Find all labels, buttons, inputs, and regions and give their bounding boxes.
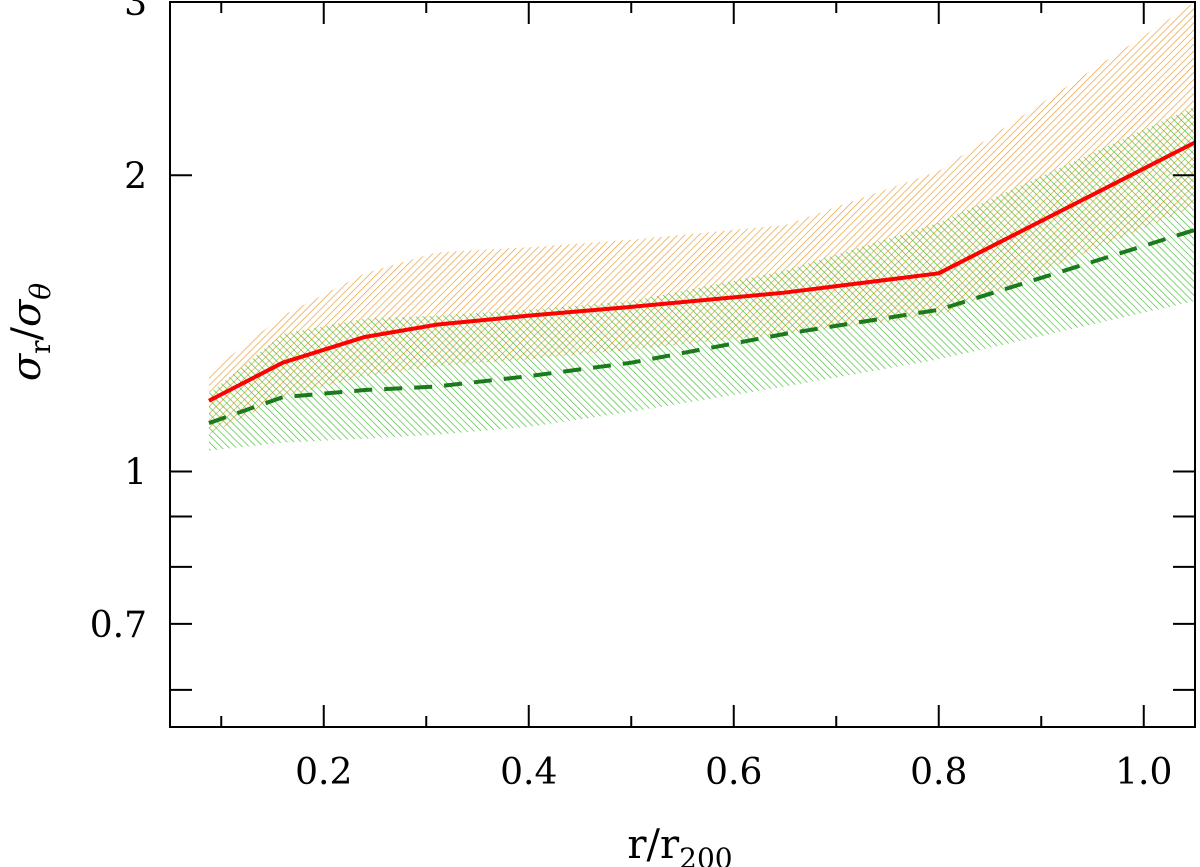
series-lines: [208, 140, 1196, 425]
series-line-2: [208, 228, 1196, 425]
y-tick-label: 3: [124, 0, 147, 24]
y-tick-label: 1: [124, 453, 147, 494]
x-tick-label: 0.2: [295, 752, 352, 793]
x-axis-title: r/r200: [627, 822, 732, 867]
y-axis-title: σr/σθ: [4, 283, 57, 382]
y-tick-label: 2: [124, 156, 147, 197]
axis-tick-labels: 0.2 0.4 0.6 0.8 1.0 0.7 1 2 3: [90, 0, 1173, 793]
x-tick-label: 0.8: [910, 752, 967, 793]
x-tick-label: 1.0: [1115, 752, 1172, 793]
uncertainty-bands: [208, 2, 1195, 451]
x-tick-label: 0.6: [705, 752, 762, 793]
band-series-2: [208, 106, 1195, 451]
plot-frame: [169, 1, 1196, 728]
y-tick-label: 0.7: [90, 605, 147, 646]
series-line-1: [208, 140, 1196, 403]
x-tick-label: 0.4: [500, 752, 557, 793]
